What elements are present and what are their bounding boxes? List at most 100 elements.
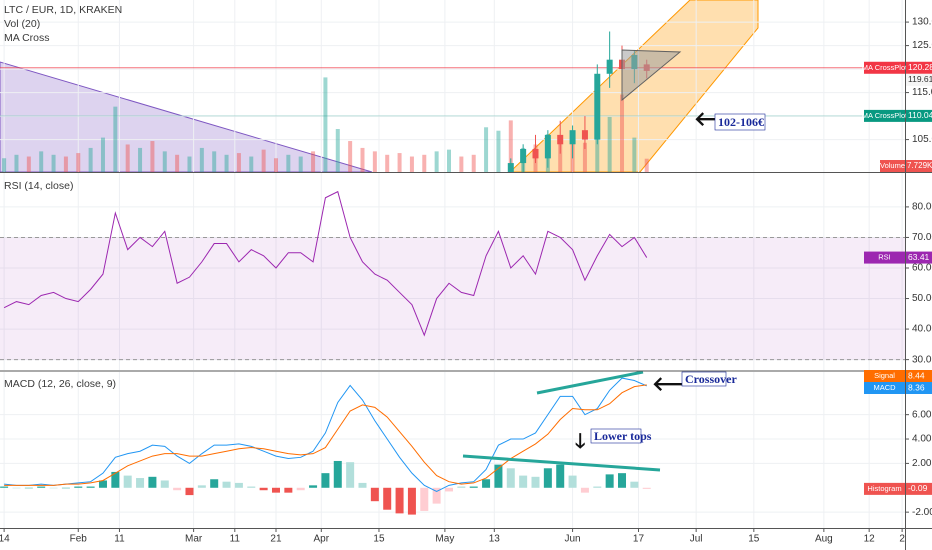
candle-body	[520, 148, 527, 164]
histogram-bar	[197, 485, 206, 488]
legend: MA Cross	[4, 32, 50, 44]
histogram-bar	[593, 486, 602, 488]
volume-bar	[385, 154, 390, 172]
histogram-bar	[482, 479, 491, 488]
annotation: Crossover	[685, 372, 737, 386]
value-box	[906, 370, 932, 382]
volume-bar	[632, 137, 637, 172]
volume-bar	[26, 156, 31, 172]
label-box	[864, 109, 905, 122]
rsi-line	[3, 190, 648, 337]
value-label: 119.61	[908, 74, 932, 84]
volume-bar	[236, 153, 241, 172]
volume-bar	[224, 154, 229, 172]
y-tick-label: 125.00	[912, 40, 932, 51]
volume-bar	[39, 151, 44, 172]
volume-bar	[409, 156, 414, 172]
histogram-bar	[568, 475, 577, 488]
x-tick-label: Jul	[690, 534, 703, 545]
value-box	[906, 61, 932, 74]
volume-bar	[348, 141, 353, 172]
histogram-bar	[543, 468, 552, 488]
histogram-bar	[457, 486, 466, 488]
volume-bar	[150, 141, 155, 172]
histogram-bar	[370, 487, 379, 502]
label-name: RSI	[878, 253, 891, 262]
x-tick-label: Mar	[185, 534, 203, 545]
label-box	[864, 482, 905, 495]
annotation-box	[714, 113, 766, 131]
candle-body	[569, 130, 576, 145]
candle-body	[606, 59, 613, 74]
legend: LTC / EUR, 1D, KRAKEN	[4, 4, 122, 16]
candle-body	[594, 73, 601, 140]
volume-bar	[162, 151, 167, 172]
histogram-bar	[321, 473, 330, 488]
volume-bar	[397, 153, 402, 172]
volume-bar	[51, 154, 56, 172]
label-box	[864, 370, 905, 382]
histogram-bar	[531, 476, 540, 488]
volume-bar	[335, 129, 340, 172]
candle-body	[544, 134, 551, 159]
volume-bar	[582, 142, 587, 172]
histogram-bar	[444, 487, 453, 492]
histogram-bar	[210, 479, 219, 488]
value-label: 8.36	[908, 382, 925, 392]
y-tick-label: 60.00	[912, 263, 932, 274]
label-name: Volume	[880, 161, 905, 170]
value-label: -0.09	[908, 483, 928, 493]
volume-bar	[323, 77, 328, 172]
x-tick-label: 15	[373, 534, 385, 545]
volume-bar	[286, 154, 291, 172]
value-box	[906, 382, 932, 394]
volume-bar	[360, 147, 365, 172]
y-tick-label: 6.00	[912, 409, 932, 420]
histogram-bar	[630, 481, 639, 488]
volume-bar	[471, 154, 476, 172]
x-tick-label: 21	[270, 534, 282, 545]
histogram-bar	[74, 486, 83, 488]
histogram-bar	[12, 487, 21, 489]
histogram-bar	[0, 486, 9, 488]
x-tick-label: Apr	[314, 534, 330, 545]
value-box	[906, 251, 932, 264]
volume-bar	[125, 144, 130, 172]
value-box	[906, 160, 932, 172]
histogram-bar	[234, 482, 243, 488]
label-name: Signal	[874, 371, 895, 380]
x-tick-label: 11	[114, 534, 125, 545]
candle-body	[557, 134, 564, 145]
histogram-bar	[556, 464, 565, 488]
volume-bar	[484, 127, 489, 172]
histogram-bar	[494, 464, 503, 488]
y-tick-label: 40.00	[912, 324, 932, 335]
histogram-bar	[49, 487, 58, 489]
y-tick-label: 2.00	[912, 458, 932, 469]
volume-bar	[212, 151, 217, 172]
label-box	[864, 251, 905, 264]
volume-bar	[199, 147, 204, 172]
legend: MACD (12, 26, close, 9)	[4, 378, 116, 390]
label-box	[864, 382, 905, 394]
value-label: 63.41	[908, 252, 930, 262]
histogram-bar	[111, 471, 120, 488]
volume-bar	[113, 106, 118, 172]
histogram-bar	[346, 462, 355, 488]
histogram-bar	[642, 487, 651, 489]
annotation-box	[590, 428, 642, 444]
histogram-bar	[86, 486, 95, 488]
y-tick-label: 70.00	[912, 232, 932, 243]
x-tick-label: Aug	[815, 534, 833, 545]
histogram-bar	[383, 487, 392, 510]
volume-bar	[187, 156, 192, 172]
histogram-bar	[160, 480, 169, 488]
histogram-bar	[136, 478, 145, 488]
arrow: 🡓	[575, 430, 585, 452]
histogram-bar	[358, 482, 367, 488]
volume-bar	[422, 154, 427, 172]
label-name: MA CrossPlot	[862, 111, 908, 120]
value-label: 7.729K	[907, 161, 932, 170]
x-tick-label: 11	[230, 534, 241, 545]
histogram-bar	[98, 480, 107, 488]
